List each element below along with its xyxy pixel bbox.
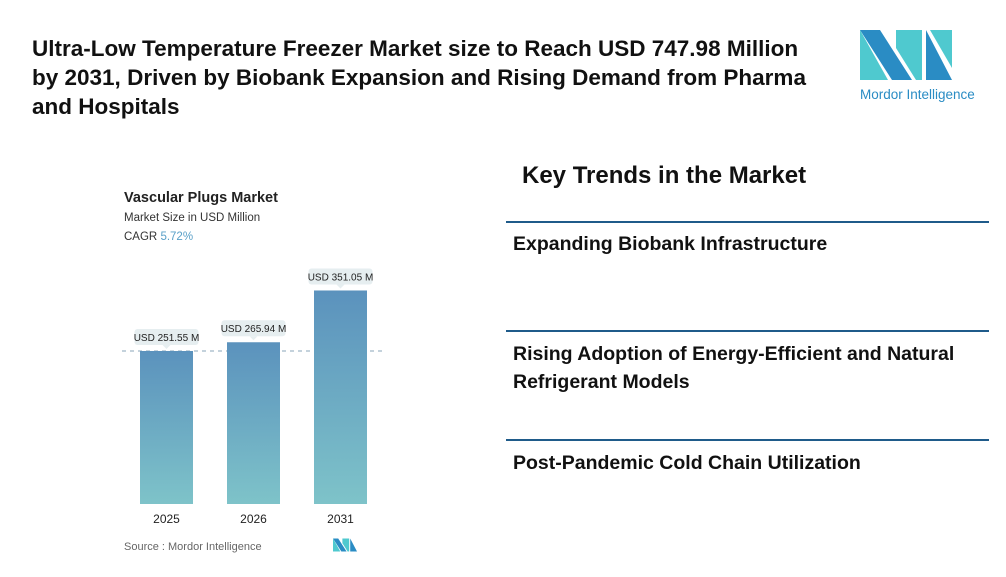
key-trends-heading: Key Trends in the Market — [522, 162, 807, 189]
data-label: USD 265.94 M — [221, 324, 287, 335]
data-label-box — [134, 329, 199, 345]
page-title: Ultra-Low Temperature Freezer Market siz… — [32, 36, 806, 119]
bar-2025 — [140, 351, 193, 504]
trend-item: Post-Pandemic Cold Chain Utilization — [513, 452, 861, 474]
data-label-pointer — [249, 336, 258, 341]
chart-subtitle: Market Size in USD Million — [124, 212, 261, 224]
x-tick-label: 2025 — [153, 512, 180, 526]
data-label-pointer — [162, 345, 171, 349]
cagr-label: CAGR — [124, 231, 158, 243]
cagr-value: 5.72% — [160, 231, 194, 243]
bar-2026 — [227, 342, 280, 504]
bar-chart: USD 251.55 M 2025 USD 265.94 M 2026 USD 351.… — [122, 268, 386, 526]
x-tick-label: 2026 — [240, 512, 267, 526]
logo-text: Mordor Intelligence — [860, 87, 975, 102]
data-label: USD 251.55 M — [134, 333, 200, 344]
data-label-box — [221, 320, 286, 337]
data-label-box — [308, 268, 373, 285]
trend-item: Expanding Biobank Infrastructure — [513, 233, 828, 255]
divider — [506, 330, 989, 332]
bar-2031 — [314, 290, 367, 504]
chart-source: Source : Mordor Intelligence — [124, 541, 262, 553]
x-tick-label: 2031 — [327, 512, 354, 526]
mordor-intelligence-logo: Mordor Intelligence — [860, 30, 975, 102]
divider — [506, 221, 989, 223]
logo-mark-icon — [860, 30, 952, 80]
mini-logo-icon — [333, 538, 357, 552]
data-label-pointer — [336, 284, 345, 289]
chart-cagr: CAGR 5.72% — [124, 231, 193, 243]
chart-title: Vascular Plugs Market — [124, 190, 278, 206]
data-label: USD 351.05 M — [308, 272, 374, 283]
trend-item: Rising Adoption of Energy-Efficient and … — [513, 343, 955, 393]
divider — [506, 439, 989, 441]
